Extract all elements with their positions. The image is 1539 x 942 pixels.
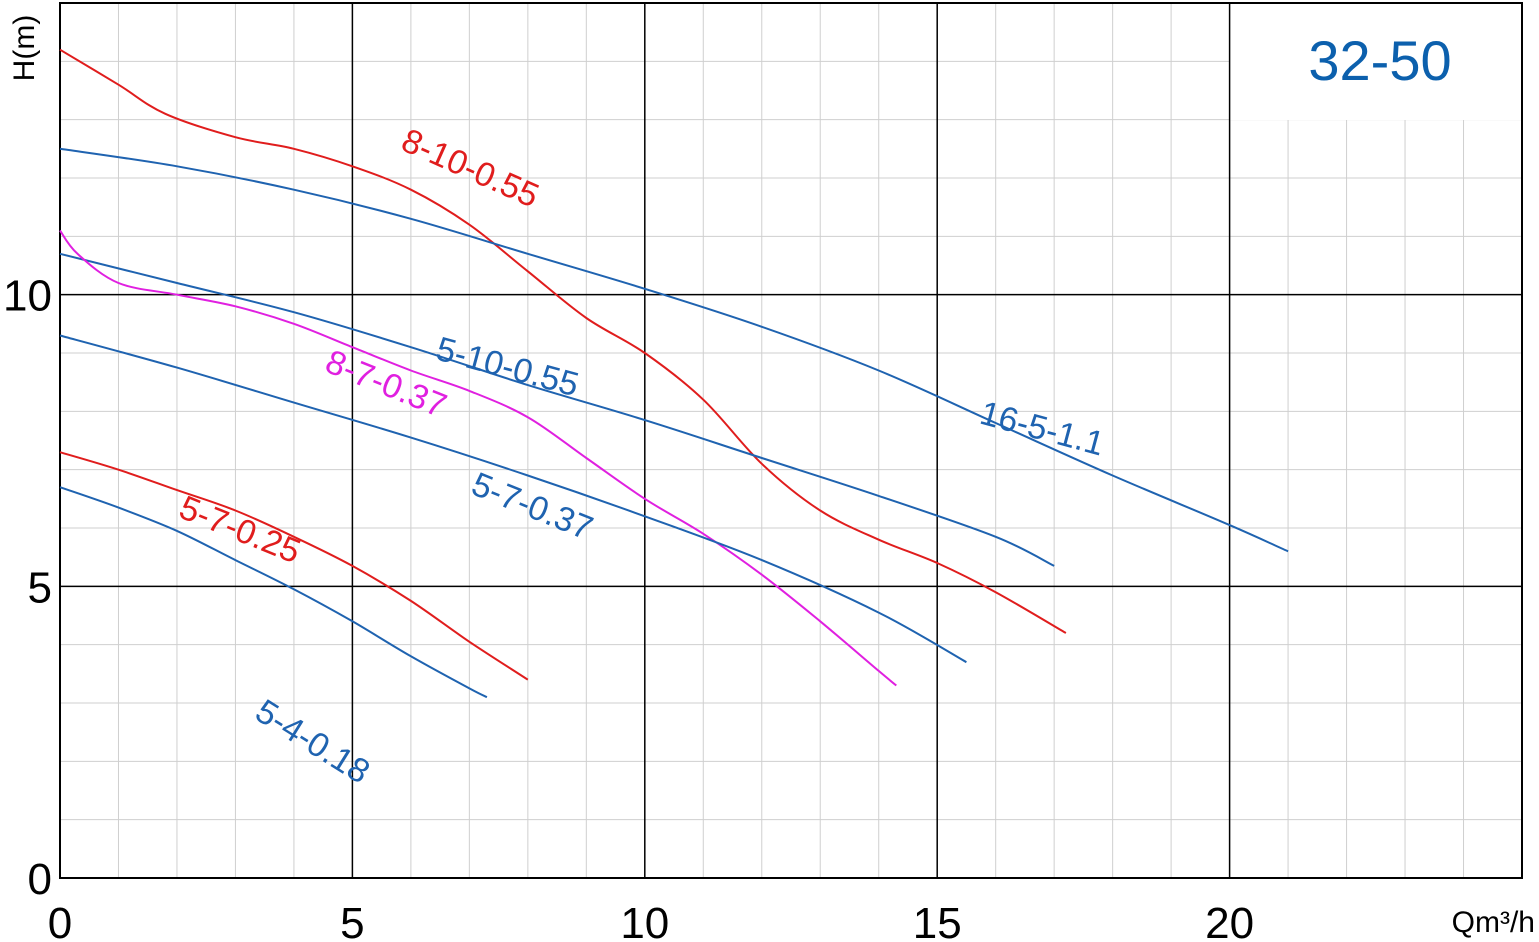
x-tick-label: 5	[340, 899, 364, 942]
curve-label-5-4-0.18: 5-4-0.18	[249, 692, 377, 791]
chart-title: 32-50	[1308, 29, 1451, 92]
x-tick-label: 20	[1205, 899, 1254, 942]
major-grid	[59, 3, 1522, 879]
curve-label-5-10-0.55: 5-10-0.55	[432, 330, 582, 404]
x-tick-label: 0	[48, 899, 72, 942]
curve-5-7-0.25	[59, 451, 529, 681]
plot-frame	[59, 2, 1523, 879]
curve-16-5-1.1	[59, 147, 1289, 553]
curve-5-4-0.18	[59, 486, 488, 699]
y-tick-label: 10	[3, 272, 52, 321]
curves	[59, 48, 1289, 699]
x-tick-label: 10	[620, 899, 669, 942]
curve-label-8-10-0.55: 8-10-0.55	[396, 121, 544, 215]
curve-labels: 8-10-0.5516-5-1.15-10-0.558-7-0.375-7-0.…	[174, 121, 1108, 791]
minor-grid	[59, 2, 1523, 879]
curve-label-5-7-0.25: 5-7-0.25	[174, 489, 306, 572]
y-tick-labels: 0 5 10	[3, 272, 52, 904]
x-tick-labels: 0 5 10 15 20	[48, 899, 1254, 942]
x-axis-label: Qm³/h	[1452, 906, 1535, 939]
y-axis-label: H(m)	[8, 15, 41, 82]
y-tick-label: 0	[28, 855, 52, 904]
curve-5-7-0.37	[59, 334, 967, 664]
title-box	[1230, 4, 1521, 120]
curve-8-10-0.55	[59, 48, 1067, 634]
y-tick-label: 5	[28, 563, 52, 612]
curve-8-7-0.37	[59, 229, 897, 687]
curve-5-10-0.55	[59, 252, 1055, 567]
curve-label-8-7-0.37: 8-7-0.37	[320, 343, 452, 426]
x-tick-label: 15	[913, 899, 962, 942]
